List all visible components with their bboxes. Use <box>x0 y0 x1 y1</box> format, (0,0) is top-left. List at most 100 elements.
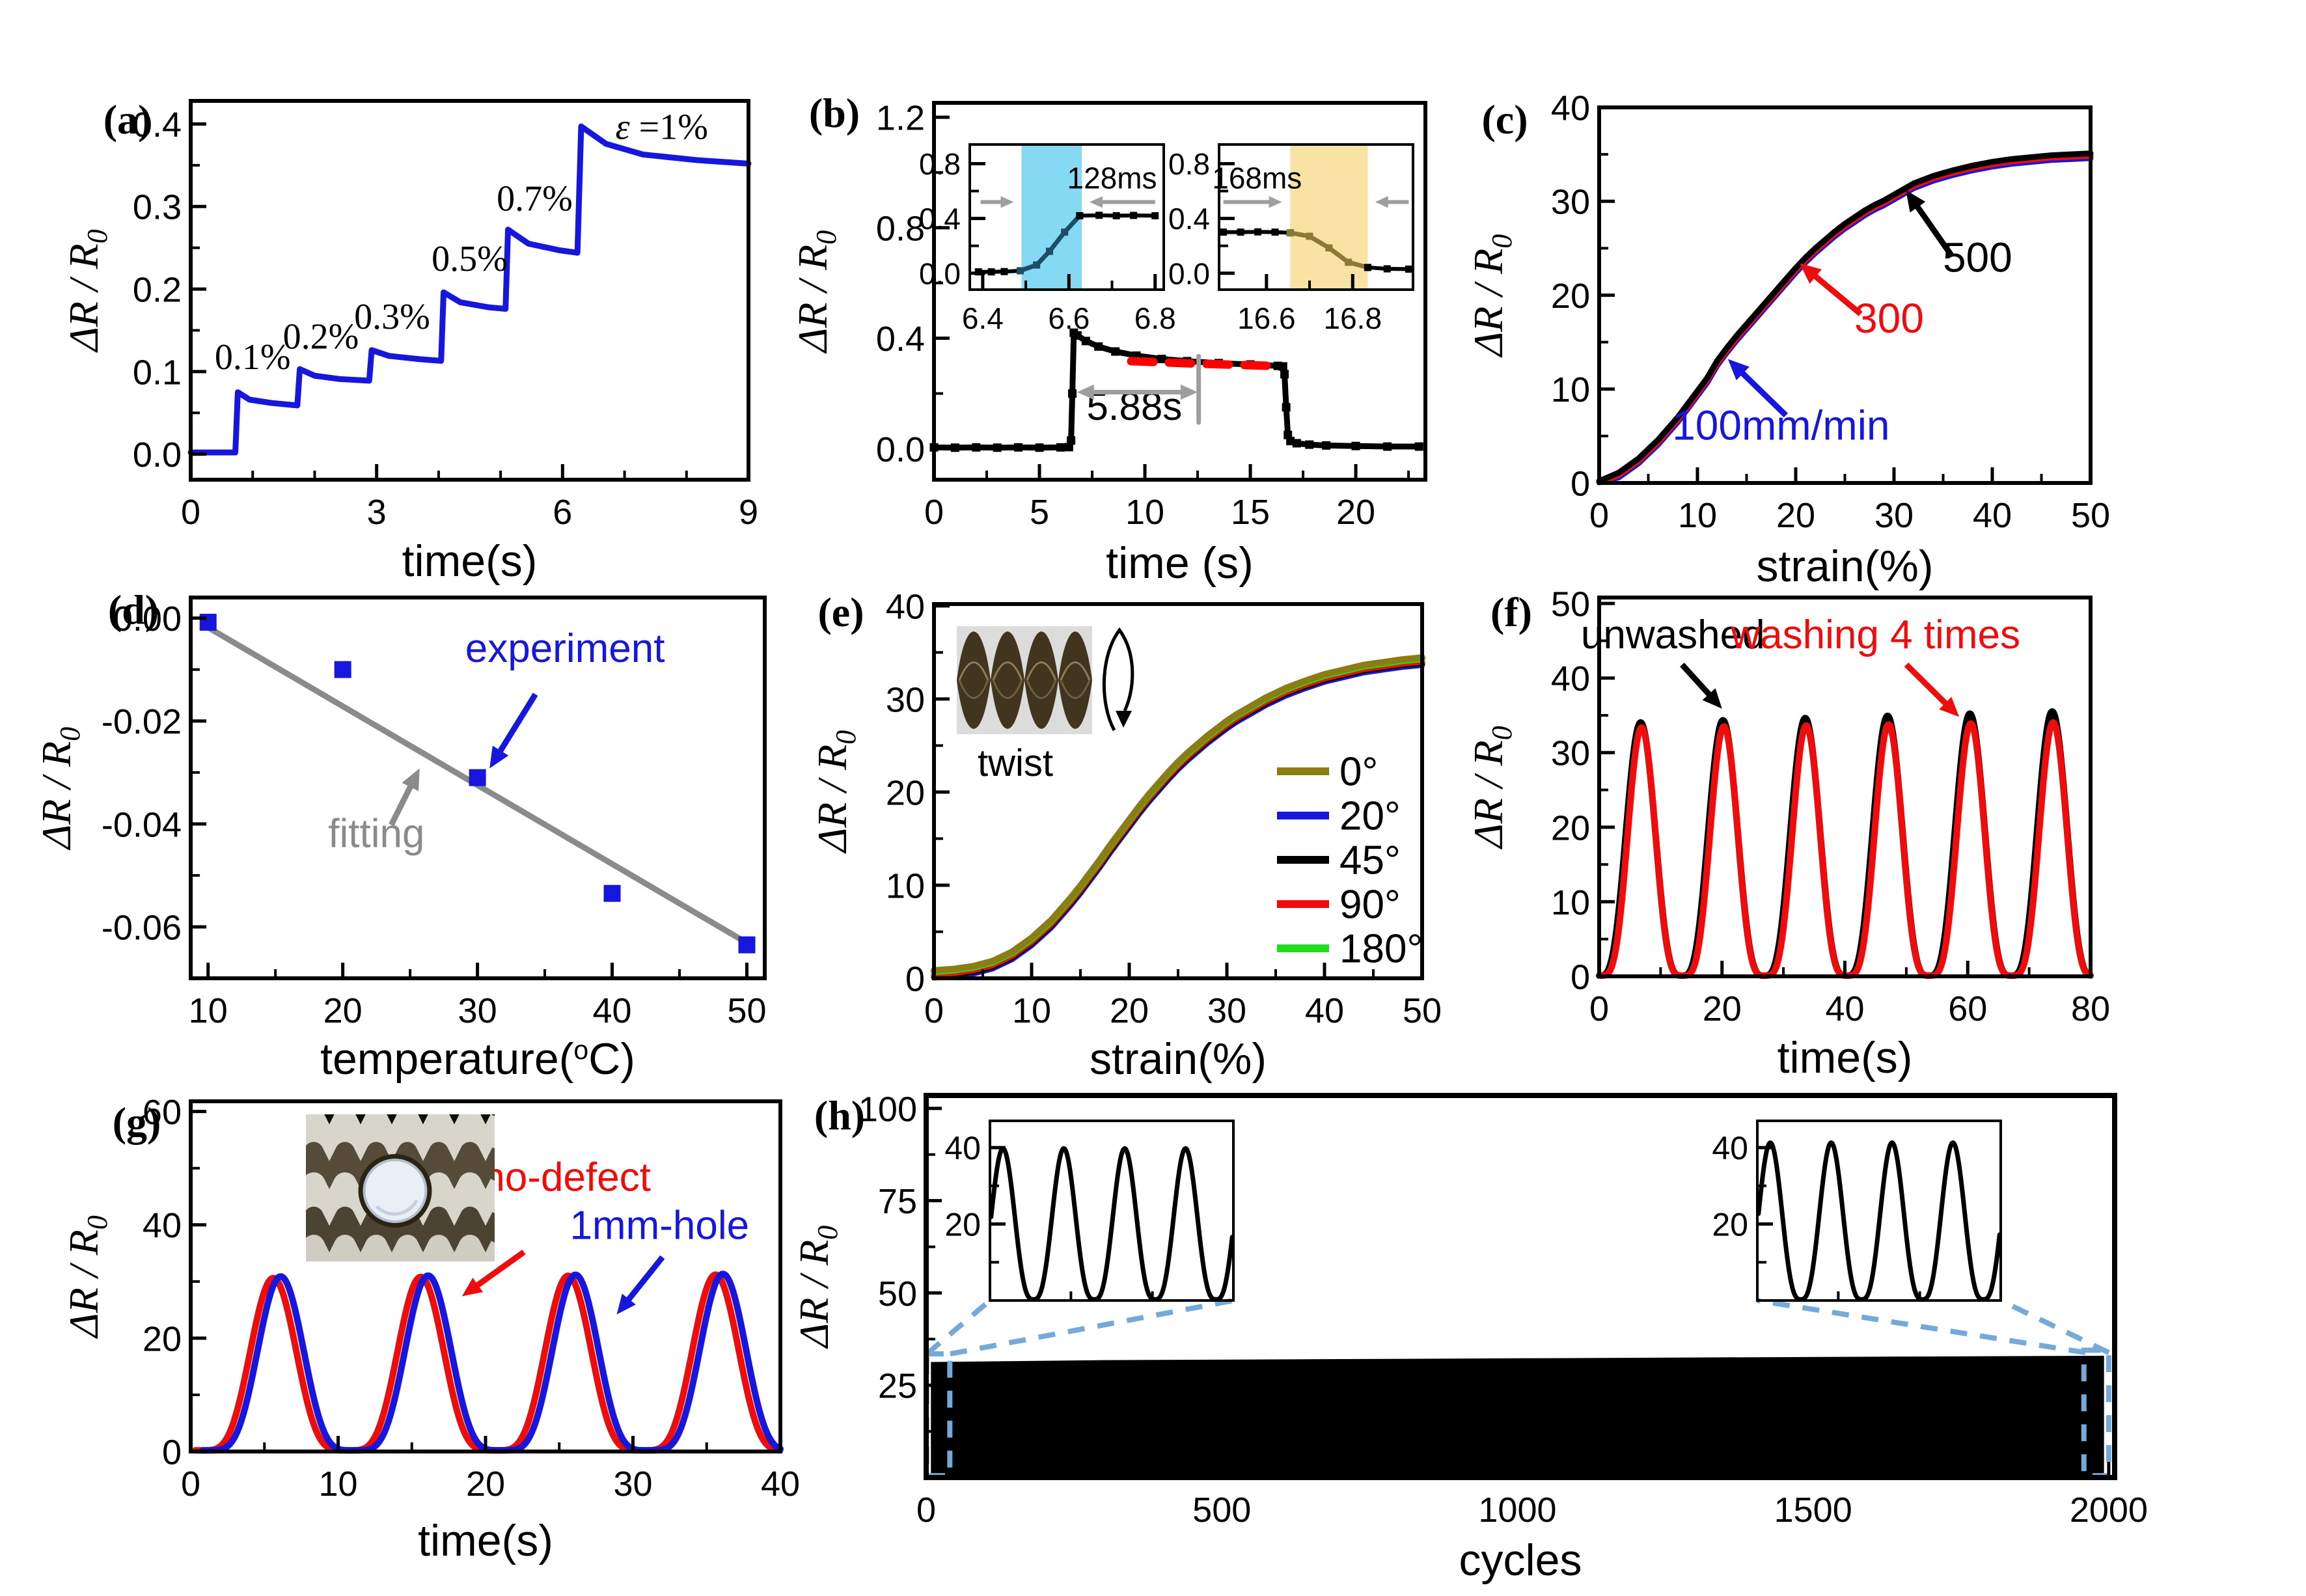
data-point-marker <box>1157 354 1166 363</box>
arrow-shaft <box>1738 368 1789 418</box>
x-tick-label: 15 <box>1231 493 1270 532</box>
axes-frame <box>1756 1120 2002 1302</box>
x-axis-label: cycles <box>1459 1535 1582 1585</box>
twisted-yarn-shape <box>991 631 1024 729</box>
data-point-marker <box>603 885 621 902</box>
data-point-marker <box>1322 441 1331 450</box>
series-line <box>1756 1140 2002 1302</box>
series-no-defect <box>191 1271 784 1454</box>
annotation-label: unwashed <box>1581 612 1765 657</box>
x-tick-label: 40 <box>761 1465 800 1504</box>
annotation-label: 168ms <box>1212 161 1302 195</box>
annotation-label: 0.5% <box>432 239 508 279</box>
data-point-marker <box>469 769 486 786</box>
x-tick-label: 20 <box>1776 496 1815 535</box>
data-point-marker <box>1151 212 1159 219</box>
data-point-marker <box>1112 212 1120 219</box>
data-point-marker <box>199 613 217 631</box>
arrow-head <box>1000 196 1014 208</box>
data-point-marker <box>1237 228 1244 236</box>
x-axis-label: time(s) <box>1778 1033 1913 1082</box>
y-tick-label: 0.0 <box>1168 256 1210 290</box>
arrow-head <box>1702 688 1722 709</box>
y-tick-label: 20 <box>1551 277 1590 316</box>
x-tick-label: 40 <box>592 991 631 1030</box>
series-2000-cycle-band <box>931 1355 2104 1478</box>
y-tick-label: 0.4 <box>133 105 182 144</box>
x-axis-label: time(s) <box>402 536 538 586</box>
x-axis-label: strain(%) <box>1756 542 1933 591</box>
panel-h: 0 500 1000 1500 2000 25 50 75 100(h) cycles ΔR / R… <box>791 1090 2148 1585</box>
x-tick-label: 50 <box>727 991 766 1030</box>
knit-row <box>306 1114 495 1163</box>
data-point-marker <box>1033 261 1041 269</box>
x-tick-label: 40 <box>1305 991 1344 1030</box>
data-point-marker <box>1035 443 1044 452</box>
data-point-marker <box>1068 389 1077 398</box>
x-tick-label: 20 <box>466 1465 505 1504</box>
annotation-label: experiment <box>465 626 665 671</box>
y-axis-label: ΔR / R0 <box>1465 726 1518 850</box>
data-point-marker <box>1076 212 1084 219</box>
x-axis-label: time(s) <box>418 1516 553 1565</box>
arrow-head <box>1181 384 1198 400</box>
x-tick-label: 1500 <box>1774 1491 1852 1530</box>
y-axis-label: ΔR / R0 <box>61 1215 113 1340</box>
y-tick-label: 20 <box>886 773 925 812</box>
annotation-label: 0.3% <box>354 297 430 337</box>
arrow-head <box>1077 384 1094 400</box>
arrow-shaft <box>1810 271 1863 316</box>
panel-letter: (c) <box>1481 96 1528 143</box>
data-point-marker <box>1405 265 1412 273</box>
panel-c: 0 10 20 30 40 50010203040500300100mm/min(c)st… <box>1465 89 2110 591</box>
x-tick-label: 20 <box>1336 493 1375 532</box>
panel-e: 0 10 20 30 40 50 0 10 20 30 40 twist 0°20°45°90°180°… <box>809 587 1442 1084</box>
arrow-shaft <box>389 782 415 827</box>
x-tick-label: 0 <box>181 493 200 532</box>
axes-frame <box>989 1120 1235 1302</box>
x-tick-label: 50 <box>2071 496 2110 535</box>
data-point-marker <box>972 443 981 452</box>
arrow-head <box>1269 196 1282 208</box>
data-point-marker <box>1280 370 1289 379</box>
yarn-strand <box>1060 680 1091 699</box>
y-tick-label: -0.04 <box>102 805 182 844</box>
y-axis-label: ΔR / R0 <box>791 1226 844 1350</box>
x-tick-label: 10 <box>1678 496 1717 535</box>
data-point-marker <box>1014 443 1023 452</box>
x-tick-label: 30 <box>1874 496 1914 535</box>
data-point-marker <box>1220 228 1228 236</box>
y-tick-label: 20 <box>1712 1207 1748 1243</box>
zoom-connector-line <box>950 1298 1234 1356</box>
yarn-strand <box>992 661 1023 681</box>
panel-letter: (g) <box>113 1099 161 1145</box>
data-point-marker <box>1364 264 1371 271</box>
legend-label: 0° <box>1339 750 1378 795</box>
y-axis-label: ΔR / R0 <box>809 730 862 855</box>
annotation-label: ε =1% <box>616 107 708 147</box>
y-tick-label: 0 <box>1571 464 1590 503</box>
data-point-marker <box>1094 342 1103 351</box>
panel-letter: (a) <box>103 96 152 143</box>
y-axis-label: ΔR / R0 <box>789 230 842 355</box>
x-tick-label: 10 <box>189 991 228 1030</box>
x-tick-label: 0 <box>916 1491 936 1530</box>
data-point-marker <box>1305 440 1314 449</box>
y-tick-label: 20 <box>944 1207 981 1243</box>
x-tick-label: 0 <box>924 493 944 532</box>
x-tick-label: 0 <box>1589 989 1609 1028</box>
y-tick-label: 40 <box>1551 659 1590 698</box>
x-axis-label: temperature(oC) <box>320 1034 635 1084</box>
y-tick-label: 60 <box>143 1093 182 1132</box>
series-step-response <box>187 123 752 456</box>
y-tick-label: -0.02 <box>102 702 182 741</box>
yarn-strand <box>958 680 989 699</box>
data-point-marker <box>1067 436 1076 445</box>
x-tick-label: 20 <box>323 991 363 1030</box>
x-tick-label: 6 <box>553 493 572 532</box>
y-tick-label: 30 <box>1551 183 1590 222</box>
x-tick-label: 1000 <box>1478 1491 1556 1530</box>
y-tick-label: 40 <box>1712 1130 1748 1166</box>
